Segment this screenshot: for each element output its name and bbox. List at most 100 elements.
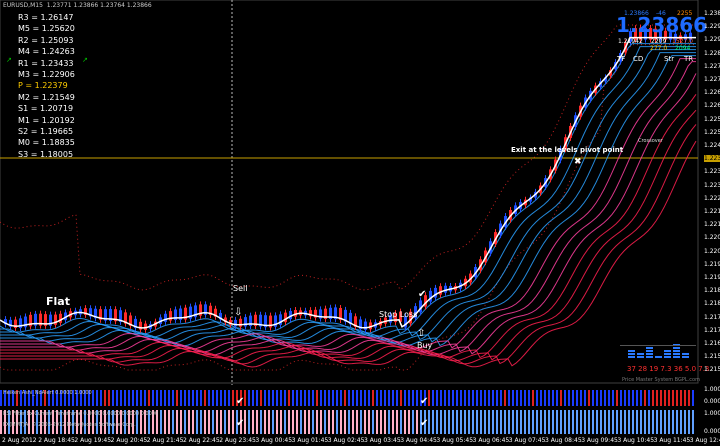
bottom-numbers: 37 28 19 7.3 36 5.0 7.3 [627,365,710,373]
tr-header: TR [684,55,694,63]
crossover-annotation: Crossover [638,138,663,144]
pivot-level: R3 = 1.26147 [18,13,74,22]
pivot-level: M0 = 1.18835 [18,138,75,148]
check-icon: ✔ [236,418,244,429]
chart-header: EURUSD,M15 1.23771 1.23866 1.23764 1.238… [3,2,152,9]
price-axis-tick: 1.22305 [704,181,720,189]
indicator-axis-tick: 0.0000 [704,398,720,405]
price-axis-tick: 1.22690 [704,89,720,97]
cross-icon: ✖ [574,157,582,167]
envelope-band [0,24,696,371]
time-axis-tick: 3 Aug 02:45 [327,437,365,444]
check-icon: ✔ [236,396,244,407]
time-axis-tick: 3 Aug 05:45 [436,437,474,444]
price-axis-tick: 1.22960 [704,23,720,31]
sell-annotation: Sell [233,284,248,293]
price-axis-tick: 1.22085 [704,234,720,242]
price-axis-tick: 1.21755 [704,313,720,321]
indicator-axis-tick: 1.0000 [704,386,720,393]
watermark: Price Master System BGPL.com [622,377,700,383]
time-axis-tick: 3 Aug 04:45 [400,437,437,444]
divider [620,345,696,346]
time-axis-tick: 3 Aug 07:45 [508,437,546,444]
price-axis-tick: 1.21700 [704,326,720,334]
time-axis-tick: 2 Aug 21:45 [146,437,184,444]
price-axis-tick: 1.22635 [704,102,720,110]
check-icon: ✔ [420,396,428,407]
price-axis-tick: 1.22195 [704,208,720,215]
exit-annotation: Exit at the levels pivot point [511,146,624,154]
buy-annotation: Buy [417,341,433,350]
price-axis-tick: 1.21920 [704,274,720,281]
time-axis-tick: 3 Aug 10:45 [617,437,655,444]
price-axis-tick: 1.23866 [704,10,720,17]
time-axis-tick: 2 Aug 19:45 [74,437,112,444]
price-axis-tick: 1.21865 [704,287,720,295]
pivot-level: M1 = 1.20192 [18,115,75,125]
price-axis-tick: 1.22360 [704,168,720,176]
time-axis-tick: 2 Aug 22:45 [183,437,220,444]
price-axis-tick: 1.22250 [704,194,720,202]
time-axis-tick: 2 Aug 18:45 [38,437,75,444]
chart-frame [0,0,699,384]
spread: -46 [656,10,666,17]
indicator-axis-tick: 1.0000 [704,410,720,417]
pivot-level: M2 = 1.21549 [18,92,75,102]
price-axis-tick: 1.22140 [704,221,720,229]
pivot-level: M4 = 1.24263 [18,47,75,57]
flat-annotation: Flat [46,295,70,308]
check-icon: ✔ [420,418,428,429]
indicator-label: FX(MMT)A, © 2003-2012 MetaQuotes Softwar… [3,422,136,428]
price-axis-tick: 1.21645 [704,340,720,347]
indicator-label: RSI Filter Ex Current Timeframe 0.0000 0… [3,411,159,417]
price-axis-tick: 1.22525 [704,128,720,136]
fast-ma-line [0,36,696,329]
price-axis-tick: 1.21975 [704,260,720,268]
pivot-level: M3 = 1.22906 [18,70,75,79]
info-value: 2094 [675,45,691,52]
arrow-marker-icon: ↗ [82,56,88,64]
up-arrow-icon: ⇧ [417,328,425,339]
info-value: 277.0 [650,45,668,52]
arrow-marker-icon: ↗ [6,56,12,64]
price-axis-tick: 1.22470 [704,142,720,149]
time-axis-tick: 3 Aug 12:45 [689,437,720,444]
time-axis-tick: 3 Aug 03:45 [364,437,401,444]
price-axis-tick: 1.21810 [704,300,720,308]
price-axis-tick: 1.22740 [704,76,720,83]
price-axis-tick: 1.22580 [704,115,720,123]
str-header: Str [664,55,675,63]
points: 2255 [677,10,693,17]
price-axis-tick: 1.21540 [704,366,720,374]
price-axis-tick: 1.21590 [704,353,720,361]
price-small: 1.23866 [624,10,649,17]
time-axis-tick: 3 Aug 01:45 [291,437,329,444]
info-value: 1.21942 [618,38,643,45]
histogram-blocks [628,344,689,358]
pivot-level: S2 = 1.19665 [18,127,74,136]
ma-ribbon [0,43,697,368]
indicator-label: Heiken Ashi_NoAlert 0.0000 1.0000 [3,390,92,396]
heiken-ashi-panel [0,390,694,406]
time-axis-tick: 3 Aug 06:45 [472,437,510,444]
time-axis-tick: 3 Aug 09:45 [581,437,618,444]
info-value: 1527.0 [672,38,693,45]
price-axis-tick: 1.22795 [704,62,720,70]
pivot-level: M5 = 1.25620 [18,24,75,34]
check-icon: ✔ [418,289,426,300]
pivot-level: S1 = 1.20719 [18,104,74,114]
time-axis-tick: 3 Aug 11:45 [653,437,691,444]
time-axis-tick: 2 Aug 20:45 [110,437,148,444]
price-axis-tick: 1.22850 [704,49,720,57]
current-price: 1.23866 [616,13,708,37]
pivot-level: P = 1.22379 [18,81,68,91]
stop-loss-annotation: Stop Loss [379,310,418,319]
price-axis-tick: 1.22030 [704,247,720,255]
indicator-axis-tick: 0.0000 [704,428,720,435]
time-axis-tick: 3 Aug 00:45 [255,437,293,444]
price-axis-tick: 1.22379 [704,155,720,162]
time-axis-tick: 3 Aug 08:45 [545,437,582,444]
price-axis-tick: 1.22905 [704,36,720,44]
